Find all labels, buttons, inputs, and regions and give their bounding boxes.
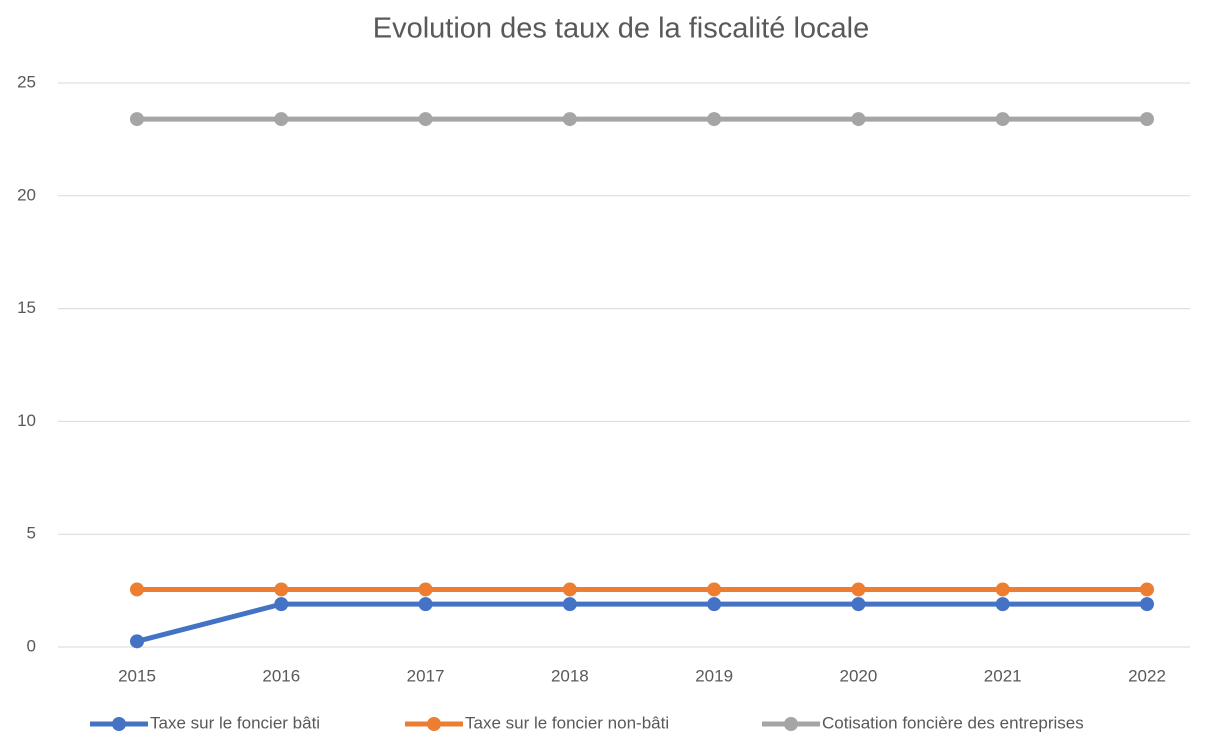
data-point — [995, 112, 1010, 127]
data-point — [130, 112, 144, 127]
data-point — [274, 112, 289, 127]
chart-title: Evolution des taux de la fiscalité local… — [373, 13, 870, 45]
x-tick-label: 2019 — [695, 666, 733, 685]
x-tick-label: 2022 — [1128, 666, 1166, 685]
legend-label: Taxe sur le foncier bâti — [150, 713, 320, 732]
data-point — [418, 582, 433, 597]
data-point — [851, 112, 866, 127]
data-point — [851, 597, 866, 612]
y-tick-label: 15 — [17, 298, 36, 317]
data-point — [418, 112, 433, 127]
series-line — [136, 601, 1147, 644]
data-point — [1140, 112, 1154, 127]
data-point — [995, 582, 1010, 597]
x-tick-label: 2018 — [551, 666, 589, 685]
legend-marker — [427, 717, 441, 731]
data-point — [130, 634, 144, 649]
data-point — [418, 597, 433, 612]
x-tick-label: 2021 — [984, 666, 1022, 685]
data-point — [562, 582, 577, 597]
legend-label: Taxe sur le foncier non-bâti — [465, 713, 669, 732]
data-point — [707, 582, 722, 597]
x-tick-label: 2017 — [407, 666, 445, 685]
data-point — [851, 582, 866, 597]
y-tick-label: 10 — [17, 411, 36, 430]
legend-marker — [784, 717, 798, 731]
x-tick-label: 2016 — [262, 666, 300, 685]
data-point — [562, 597, 577, 612]
data-point — [562, 112, 577, 127]
data-point — [995, 597, 1010, 612]
data-point — [707, 112, 722, 127]
x-tick-label: 2015 — [118, 666, 156, 685]
y-tick-label: 20 — [17, 185, 36, 204]
data-point — [130, 582, 144, 597]
data-point — [274, 582, 289, 597]
legend-label: Cotisation foncière des entreprises — [822, 713, 1084, 732]
y-tick-label: 5 — [27, 524, 36, 543]
x-tick-label: 2020 — [840, 666, 878, 685]
y-tick-label: 0 — [27, 636, 36, 655]
data-point — [1140, 582, 1154, 597]
data-point — [1140, 597, 1154, 612]
legend-marker — [112, 717, 126, 731]
data-point — [274, 597, 289, 612]
data-point — [707, 597, 722, 612]
y-tick-label: 25 — [17, 72, 36, 91]
